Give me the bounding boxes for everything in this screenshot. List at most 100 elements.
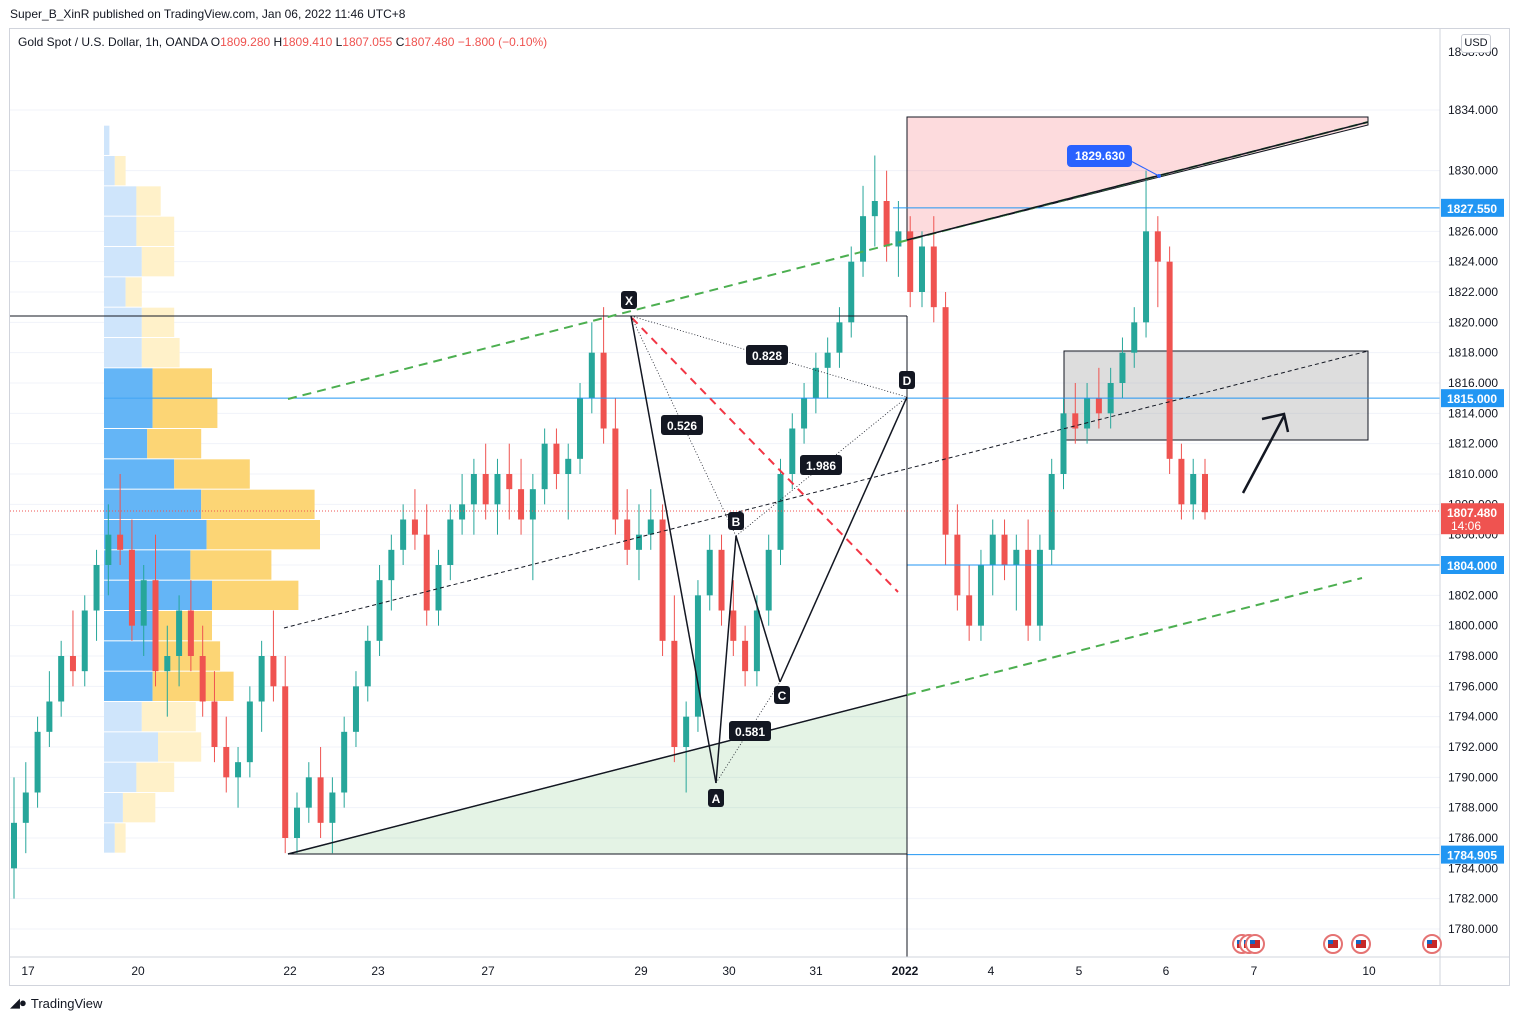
ratio-label: 0.828 [752, 349, 782, 363]
candle-up [305, 777, 312, 808]
volume-bar-sell [152, 611, 212, 641]
candle-up [588, 352, 595, 399]
candle-up [529, 489, 536, 520]
candle-down [966, 595, 973, 626]
price-line-label-box [1441, 389, 1504, 408]
candle-up [635, 534, 642, 550]
candle-up [352, 686, 359, 732]
candle-up [565, 458, 572, 474]
volume-bar-sell [141, 702, 196, 732]
ratio-label: 0.526 [667, 419, 697, 433]
candle-down [1072, 413, 1079, 429]
candle-up [22, 792, 29, 823]
candle-down [600, 352, 607, 429]
red-triangle-zone [906, 116, 1369, 241]
time-tick: 17 [21, 964, 35, 978]
candle-up [435, 565, 442, 611]
red-dashed-line [631, 317, 899, 593]
candle-down [317, 777, 324, 823]
time-tick: 5 [1076, 964, 1083, 978]
candle-up [11, 822, 17, 869]
price-axis: 1780.000 1782.000 1784.000 1786.000 1788.000… [1439, 29, 1504, 985]
open-label: O [210, 35, 221, 49]
candle-up [58, 656, 65, 702]
candle-up [258, 656, 265, 702]
currency-button[interactable]: USD [1461, 34, 1491, 53]
candle-down [482, 474, 489, 505]
price-tick: 1784.000 [1448, 861, 1498, 875]
callout-pointer [1128, 159, 1160, 177]
symbol-label: Gold Spot / U.S. Dollar, 1h, OANDA [18, 35, 208, 49]
upper-trend-line [906, 121, 1369, 241]
time-tick: 20 [131, 964, 145, 978]
pattern-ratio-line [735, 396, 908, 537]
pattern-point-label: C [778, 689, 787, 703]
price-line-label-box [1441, 845, 1504, 864]
gray-rectangle-zone [1063, 350, 1369, 441]
volume-bar-sell [141, 338, 180, 368]
time-tick: 27 [481, 964, 495, 978]
candle-up [895, 231, 902, 247]
publisher-caption: Super_B_XinR published on TradingView.co… [10, 7, 406, 21]
candle-up [1013, 549, 1020, 565]
candle-up [918, 246, 925, 292]
support-trend-line [287, 694, 908, 855]
candle-down [282, 686, 289, 838]
price-tick: 1800.000 [1448, 619, 1498, 633]
price-tick: 1816.000 [1448, 376, 1498, 390]
volume-bar-sell [136, 186, 161, 216]
candle-down [612, 428, 619, 520]
candle-up [577, 398, 584, 459]
volume-bar-buy [104, 247, 142, 277]
candle-up [364, 640, 371, 687]
pattern-point-label: B [732, 515, 741, 529]
price-tick: 1818.000 [1448, 346, 1498, 360]
volume-bar-sell [114, 156, 126, 186]
candles-layer [11, 155, 1208, 899]
price-tick: 1830.000 [1448, 164, 1498, 178]
volume-bar-sell [122, 793, 156, 823]
footer: ◢● TradingView [10, 995, 102, 1011]
midline-dashed [283, 350, 1369, 629]
candle-up [1119, 352, 1126, 383]
pattern-point-label: A [712, 792, 721, 806]
pattern-point-badge [899, 371, 915, 389]
candle-up [447, 519, 454, 565]
volume-bar-buy [104, 550, 191, 580]
volume-bar-sell [152, 671, 234, 701]
candle-down [907, 231, 914, 292]
chart-frame [9, 28, 1510, 986]
volume-bar-sell [125, 277, 142, 307]
pattern-point-badge [728, 512, 744, 530]
candle-down [1154, 231, 1161, 262]
volume-bar-buy [104, 641, 153, 671]
candle-up [683, 716, 690, 747]
volume-bar-buy [104, 489, 202, 519]
price-line-label: 1827.550 [1447, 202, 1497, 216]
volume-bar-sell [141, 247, 175, 277]
tradingview-logo-icon: ◢● [10, 995, 27, 1010]
time-tick: 30 [722, 964, 736, 978]
candle-up [989, 534, 996, 565]
volume-bar-buy [104, 793, 123, 823]
price-line-label-box [1441, 556, 1504, 574]
candle-up [400, 519, 407, 550]
volume-bar-sell [152, 641, 221, 671]
time-tick: 2022 [892, 964, 919, 978]
candle-up [753, 610, 760, 672]
flag-canton [1250, 940, 1255, 944]
up-arrow-shaft [1241, 415, 1286, 494]
candle-down [211, 701, 218, 747]
candle-up [1131, 322, 1138, 353]
candle-up [1190, 474, 1197, 505]
candle-up [329, 792, 336, 823]
price-tick: 1798.000 [1448, 649, 1498, 663]
candle-up [1060, 413, 1067, 474]
flag-canton [1328, 940, 1333, 944]
candle-down [1166, 261, 1173, 459]
volume-bar-buy [104, 368, 153, 398]
price-tick: 1794.000 [1448, 710, 1498, 724]
candle-down [152, 580, 159, 672]
candle-down [187, 610, 194, 656]
